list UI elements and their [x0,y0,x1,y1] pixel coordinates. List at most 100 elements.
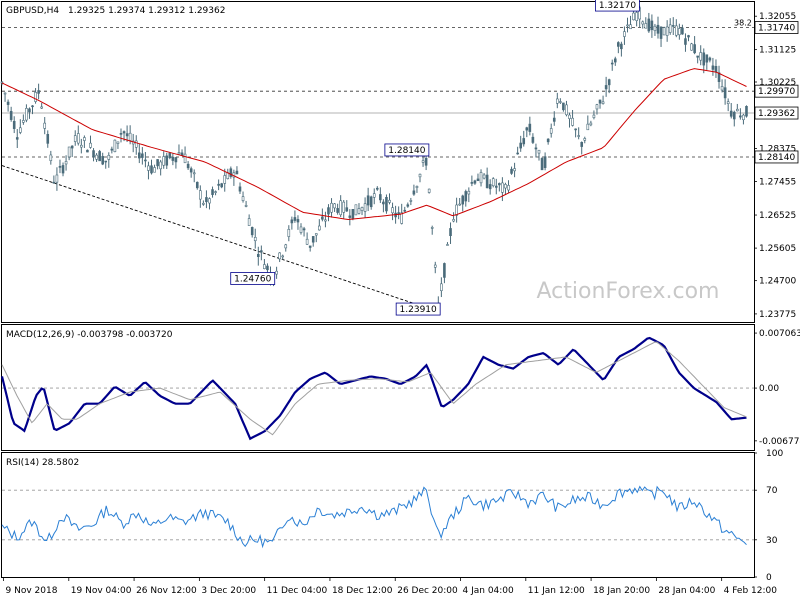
candle-body [46,134,50,144]
candle-body [3,92,7,95]
candle-body [382,201,385,205]
candle-body [418,173,422,178]
candle-body [122,131,126,134]
candle-body [385,197,388,212]
candle-body [510,168,513,174]
candle-body [199,190,202,200]
price-tick-label: 1.32055 [759,12,796,22]
candle-body [650,20,654,31]
candle-body [357,208,361,214]
candle-body [403,209,407,212]
candle-body [156,159,159,167]
candle-body [318,225,321,231]
candle-body [366,195,370,206]
candle-body [336,208,339,213]
candle-body [305,238,309,245]
candle-body [89,142,92,148]
candle-body [15,137,19,140]
candle-body [275,270,278,275]
candle-body [613,58,617,63]
candle-body [104,160,108,163]
candle-body [235,170,239,175]
candle-body [147,165,150,171]
candle-body [9,110,13,120]
candle-body [406,204,410,207]
candle-body [345,207,349,212]
price-tick-label: 1.23775 [759,310,796,320]
candle-body [177,152,181,155]
candle-body [6,101,10,105]
candle-body [189,168,193,173]
candle-body [543,156,547,168]
candle-body [607,79,611,86]
candle-body [101,156,104,165]
candle-body [241,196,245,201]
candle-body [159,161,162,170]
candle-body [43,122,47,129]
chart-ohlc: 1.29325 1.29374 1.29312 1.29362 [68,6,225,16]
candle-body [531,136,535,143]
candle-body [211,189,214,195]
rsi-tick-label: 0 [766,573,772,583]
candle-body [446,244,449,246]
level-tag-box [754,21,799,34]
candle-body [592,114,596,118]
level-tag-label: 1.29970 [758,87,795,97]
rsi-plot: 100 70 30 0 [1,449,783,583]
level-tag-box [754,106,799,120]
candle-body [485,174,489,189]
candle-body [134,140,138,148]
candle-body [549,128,553,134]
chart-symbol: GBPUSD,H4 [6,6,59,16]
candle-body [522,138,526,145]
candle-body [537,149,541,154]
candle-body [443,263,446,278]
candle-body [507,185,510,191]
candle-body [400,212,404,224]
candle-body [702,52,706,66]
candle-body [455,204,458,216]
candle-body [565,104,568,116]
candle-body [589,122,593,126]
candle-body [504,184,507,189]
candle-body [397,212,400,215]
candle-body [525,127,529,131]
candle-body [513,168,516,172]
annotation-label: 1.24760 [234,274,271,284]
candle-body [327,207,330,215]
candle-body [464,191,468,202]
price-levels: 38.2 [2,19,754,158]
candle-body [424,157,428,166]
candle-body [354,204,358,216]
candle-body [223,175,227,184]
candle-body [415,186,419,188]
candle-body [348,215,352,218]
candle-body [281,255,285,258]
candle-body [641,21,645,25]
time-tick-label: 26 Dec 20:00 [397,586,458,596]
candle-body [714,66,718,73]
candle-body [577,135,580,137]
price-tick-label: 1.27455 [759,178,796,188]
candle-body [583,138,587,141]
candle-body [684,38,687,45]
candle-body [333,203,336,209]
candle-body [40,106,43,109]
candle-body [391,207,394,214]
candle-body [247,218,251,226]
candle-body [723,87,727,99]
rsi-panel-frame [1,452,755,578]
candle-body [80,144,83,148]
candle-body [720,86,724,91]
macd-tick-label: 0.007063 [759,329,800,339]
candle-body [375,187,379,190]
candle-body [186,163,190,169]
candle-body [488,184,492,190]
candle-body [342,201,346,213]
candle-body [461,195,465,205]
candle-body [470,182,474,184]
candle-body [125,133,129,137]
candle-body [67,146,71,158]
candle-body [653,25,657,31]
